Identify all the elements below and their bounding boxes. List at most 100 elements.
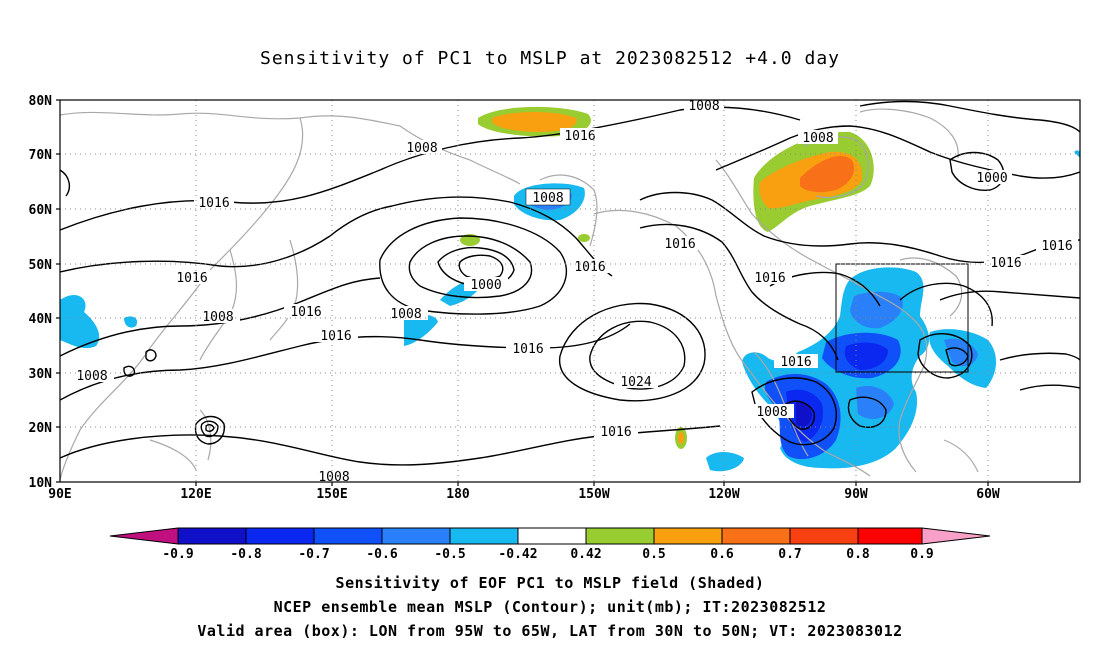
colorbar-cell bbox=[586, 528, 654, 544]
lat-label: 30N bbox=[29, 367, 53, 382]
contour-label-text: 1016 bbox=[564, 129, 595, 144]
contour-label: 1016 bbox=[568, 259, 612, 275]
positive-patch-greenland bbox=[753, 131, 874, 232]
contour-label: 1008 bbox=[312, 470, 356, 485]
contour-label-text: 1008 bbox=[688, 99, 719, 114]
colorbar-tick-label: -0.42 bbox=[498, 547, 537, 562]
lon-label: 150E bbox=[316, 487, 347, 502]
contour-label-text: 1024 bbox=[620, 375, 651, 390]
contour-label: 1000 bbox=[464, 277, 508, 293]
contour-label: 1008 bbox=[684, 98, 724, 114]
colorbar-tick-label: 0.8 bbox=[846, 547, 870, 562]
contour-label-text: 1008 bbox=[202, 310, 233, 325]
contour-label: 1024 bbox=[614, 374, 658, 390]
colorbar-cell bbox=[922, 528, 990, 544]
contour-label: 1016 bbox=[284, 304, 328, 320]
lat-label: 50N bbox=[29, 258, 53, 273]
colorbar-tick-label: 0.42 bbox=[570, 547, 601, 562]
contour-label-text: 1016 bbox=[290, 305, 321, 320]
contour-label: 1008 bbox=[384, 306, 428, 322]
contour-label: 1016 bbox=[194, 195, 234, 211]
contour-label: 1016 bbox=[984, 255, 1028, 271]
longitude-labels: 90E 120E 150E 180 150W 120W 90W 60W bbox=[48, 487, 1000, 502]
contour-label: 1008 bbox=[70, 368, 114, 384]
colorbar-tick-label: -0.8 bbox=[230, 547, 261, 562]
colorbar-cell bbox=[858, 528, 922, 544]
contour-label: 1016 bbox=[314, 328, 358, 344]
contour-label-text: 1016 bbox=[512, 342, 543, 357]
lon-label: 180 bbox=[446, 487, 470, 502]
contour-label: 1008 bbox=[798, 130, 838, 146]
contour-label: 1016 bbox=[506, 341, 550, 357]
colorbar-tick-label: -0.5 bbox=[434, 547, 465, 562]
contour-label-text: 1008 bbox=[390, 307, 421, 322]
lat-label: 60N bbox=[29, 203, 53, 218]
lat-label: 20N bbox=[29, 421, 53, 436]
lon-label: 150W bbox=[578, 487, 609, 502]
colorbar-tick-label: 0.5 bbox=[642, 547, 665, 562]
contour-label: 1016 bbox=[660, 236, 700, 252]
contour-label-text: 1016 bbox=[780, 355, 811, 370]
colorbar-tick-label: -0.7 bbox=[298, 547, 329, 562]
colorbar-cell bbox=[450, 528, 518, 544]
contour-label: 1016 bbox=[170, 270, 214, 286]
contour-label: 1016 bbox=[774, 354, 818, 370]
gridlines bbox=[60, 100, 1080, 482]
colorbar-cell bbox=[518, 528, 586, 544]
colorbar-tick-label: 0.6 bbox=[710, 547, 734, 562]
map-title: Sensitivity of PC1 to MSLP at 2023082512… bbox=[259, 48, 840, 69]
latitude-labels: 80N 70N 60N 50N 40N 30N 20N 10N bbox=[29, 94, 53, 491]
map-background bbox=[60, 100, 1080, 482]
footer-valid-area: Valid area (box): LON from 95W to 65W, L… bbox=[197, 622, 903, 640]
contour-label: 1008 bbox=[196, 309, 240, 325]
contour-label-text: 1008 bbox=[532, 191, 563, 206]
lon-label: 90W bbox=[844, 487, 868, 502]
colorbar-tick-label: -0.9 bbox=[162, 547, 193, 562]
colorbar-cell bbox=[110, 528, 178, 544]
contour-label: 1016 bbox=[594, 424, 638, 440]
lat-label: 10N bbox=[29, 476, 53, 491]
contour-label-text: 1008 bbox=[802, 131, 833, 146]
colorbar-cell bbox=[790, 528, 858, 544]
contour-label-text: 1016 bbox=[574, 260, 605, 275]
colorbar-cell bbox=[246, 528, 314, 544]
footer-shading-description: Sensitivity of EOF PC1 to MSLP field (Sh… bbox=[335, 574, 765, 592]
lon-label: 90E bbox=[48, 487, 71, 502]
lon-label: 120W bbox=[708, 487, 739, 502]
contour-label-text: 1016 bbox=[176, 271, 207, 286]
contour-label: 1016 bbox=[1036, 238, 1078, 254]
colorbar-tick-labels: -0.9 -0.8 -0.7 -0.6 -0.5 -0.42 0.42 0.5 … bbox=[162, 547, 933, 562]
contour-label-text: 1008 bbox=[76, 369, 107, 384]
footer-contour-description: NCEP ensemble mean MSLP (Contour); unit(… bbox=[273, 598, 827, 616]
contour-label: 1016 bbox=[748, 270, 792, 286]
lat-label: 40N bbox=[29, 312, 53, 327]
contour-label-text: 1016 bbox=[664, 237, 695, 252]
map-frame bbox=[59, 99, 1081, 483]
contour-label: 1016 bbox=[560, 128, 600, 144]
contour-label-text: 1016 bbox=[198, 196, 229, 211]
contour-label: 1008 bbox=[525, 188, 571, 206]
lon-label: 60W bbox=[976, 487, 1000, 502]
colorbar-cell bbox=[314, 528, 382, 544]
contour-label: 1000 bbox=[972, 170, 1012, 186]
colorbar-tick-label: 0.7 bbox=[778, 547, 801, 562]
contour-labels: 1008 1008 1016 1008 1000 1016 1008 1016 … bbox=[70, 98, 1078, 485]
lon-label: 120E bbox=[180, 487, 211, 502]
contour-label-text: 1008 bbox=[756, 405, 787, 420]
tick-marks bbox=[56, 99, 989, 486]
lat-label: 80N bbox=[29, 94, 53, 109]
contour-label-text: 1016 bbox=[600, 425, 631, 440]
contour-label-text: 1000 bbox=[976, 171, 1007, 186]
colorbar-cell bbox=[382, 528, 450, 544]
colorbar-cell bbox=[654, 528, 722, 544]
contour-label: 1008 bbox=[750, 404, 794, 420]
contour-label-text: 1016 bbox=[754, 271, 785, 286]
contour-label-text: 1016 bbox=[1041, 239, 1072, 254]
colorbar-cell bbox=[178, 528, 246, 544]
contour-label: 1008 bbox=[402, 140, 442, 156]
lat-label: 70N bbox=[29, 148, 53, 163]
contour-label-text: 1000 bbox=[470, 278, 501, 293]
colorbar-cell bbox=[722, 528, 790, 544]
contour-label-text: 1008 bbox=[406, 141, 437, 156]
